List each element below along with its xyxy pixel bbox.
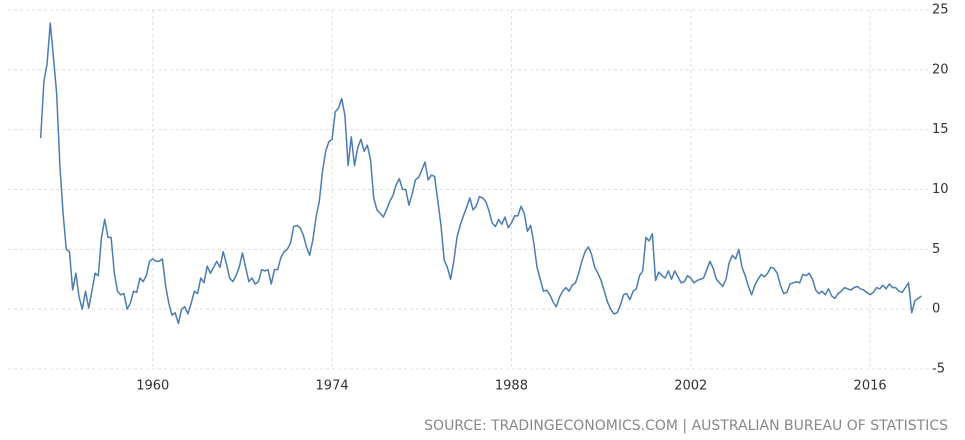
x-tick-label: 2002 <box>674 379 707 394</box>
x-tick-label: 1960 <box>136 379 169 394</box>
y-tick-label: 25 <box>932 3 949 18</box>
y-tick-label: 15 <box>932 122 949 137</box>
y-tick-label: -5 <box>932 362 945 377</box>
data-line <box>39 22 922 325</box>
y-tick-label: 20 <box>932 62 949 77</box>
x-tick-label: 1974 <box>316 379 349 394</box>
source-note: SOURCE: TRADINGECONOMICS.COM | AUSTRALIA… <box>424 418 948 434</box>
y-tick-label: 0 <box>932 302 940 317</box>
y-tick-label: 10 <box>932 182 949 197</box>
x-tick-label: 2016 <box>854 379 887 394</box>
x-tick-label: 1988 <box>495 379 528 394</box>
y-tick-label: 5 <box>932 242 940 257</box>
